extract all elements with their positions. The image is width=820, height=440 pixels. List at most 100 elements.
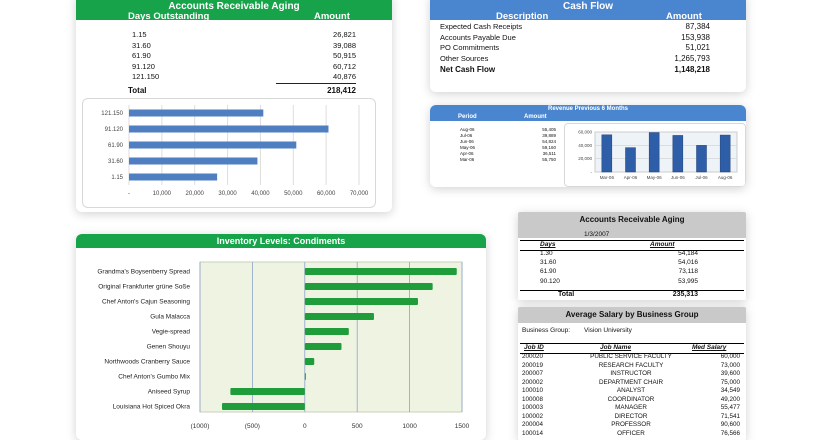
inventory-bar (304, 358, 315, 365)
ar-aging2-card: Accounts Receivable Aging 1/3/2007 Days … (518, 212, 746, 300)
col-job-name: Job Name (600, 344, 632, 351)
inventory-card: Inventory Levels: Condiments (1000) (500)… (76, 234, 486, 440)
inventory-bar (304, 328, 349, 335)
revenue-bar (625, 147, 636, 173)
salary-job-id-cell: 200002 (522, 378, 544, 386)
salary-job-name-cell: PUBLIC SERVICE FACULTY (590, 353, 672, 360)
col-amount-2: Amount (650, 241, 675, 248)
salary-header: Average Salary by Business Group (518, 307, 746, 323)
salary-job-id-cell: 200004 (522, 421, 544, 428)
ar-bar (129, 157, 258, 165)
inventory-title: Inventory Levels: Condiments (216, 236, 346, 246)
revenue-chart-panel: - 20,000 40,000 60,000 Mar-06 Apr-06 May-06 Jun… (564, 123, 746, 187)
revenue-tick-label: 60,000 (578, 130, 592, 135)
revenue-amount-cell: 36,511 (542, 151, 556, 156)
revenue-chart: - 20,000 40,000 60,000 Mar-06 Apr-06 May-06 Jun… (578, 130, 738, 180)
salary-job-id-cell: 200019 (522, 361, 544, 369)
salary-job-id-cell: 200020 (522, 353, 544, 360)
ar2-amount-cell: 54,184 (678, 250, 698, 257)
salary-job-name-cell: MANAGER (615, 404, 647, 411)
ar-amount-cell: 26,821 (333, 30, 356, 39)
salary-med-cell: 76,566 (720, 429, 740, 437)
ar-aging2-date: 1/3/2007 (584, 231, 610, 238)
ar-aging-header: Accounts Receivable Aging Days Outstandi… (76, 0, 392, 22)
ar2-amount-cell: 53,995 (678, 277, 698, 285)
revenue-period-cell: Apr-06 (460, 151, 474, 156)
salary-job-name-cell: INSTRUCTOR (610, 370, 652, 377)
salary-job-name-cell: ANALYST (616, 387, 646, 394)
ar-aging2-total-value: 235,313 (672, 291, 698, 298)
ar-total-rule (276, 83, 356, 84)
ar-days-cell: 31.60 (132, 40, 151, 50)
inventory-bar (222, 403, 305, 410)
revenue-period-cell: Jul-06 (460, 133, 473, 138)
salary-card: Average Salary by Business Group Busines… (518, 307, 746, 440)
col-period: Period (458, 114, 477, 120)
col-amount-cf: Amount (666, 11, 702, 22)
ar2-amount-cell: 54,016 (678, 259, 698, 267)
salary-job-name-cell: DEPARTMENT CHAIR (598, 378, 664, 386)
revenue-tick-label: 40,000 (578, 143, 592, 148)
salary-job-id-cell: 100002 (522, 412, 544, 420)
inventory-category-label: Louisiana Hot Spiced Okra (113, 404, 191, 411)
ar-tick-label: - (128, 191, 130, 197)
revenue-amount-cell: 55,750 (542, 157, 556, 162)
salary-med-cell: 34,549 (720, 387, 740, 394)
revenue-tick-label: - (591, 170, 593, 175)
inventory-chart: (1000) (500) 0 500 1000 1500 Grandma's Boysenb… (97, 261, 470, 430)
inventory-category-label: Gula Malacca (150, 314, 190, 321)
ar2-days-cell: 61.90 (540, 268, 557, 276)
cash-flow-card: Cash Flow Description Amount Expected Ca… (430, 0, 746, 92)
revenue-period-cell: Aug-06 (460, 127, 475, 132)
cash-flow-label: Expected Cash Receipts (440, 22, 523, 31)
ar2-days-cell: 90.120 (540, 277, 560, 285)
inventory-header: Inventory Levels: Condiments (76, 234, 486, 248)
revenue-amount-cell: 59,160 (542, 145, 556, 150)
ar2-days-cell: 1.30 (540, 250, 553, 257)
ar-amount-cell: 40,876 (333, 72, 356, 81)
revenue-period-cell: Jun-06 (460, 139, 474, 144)
salary-med-cell: 73,000 (720, 361, 740, 369)
inventory-bar (304, 298, 418, 305)
ar-tick-label: 10,000 (153, 191, 172, 197)
ar-aging2-header: Accounts Receivable Aging (518, 212, 746, 238)
revenue-plot-area (594, 131, 738, 173)
revenue-bar (648, 132, 660, 173)
net-cash-flow-label: Net Cash Flow (440, 65, 496, 74)
cash-flow-value: 153,938 (681, 32, 710, 42)
revenue-card: Revenue Previous 6 Months Period Amount … (430, 105, 746, 187)
ar-days-cell: 61.90 (132, 51, 151, 60)
col-days-2: Days (540, 241, 556, 248)
cash-flow-title: Cash Flow (562, 1, 613, 12)
inventory-tick-label: (500) (245, 423, 260, 430)
salary-colhdr: Job ID Job Name Med Salary (520, 343, 744, 354)
salary-med-cell: 90,600 (720, 421, 740, 428)
inventory-tick-label: (1000) (191, 423, 210, 430)
ar-aging2-title: Accounts Receivable Aging (579, 215, 685, 224)
salary-med-cell: 55,477 (720, 404, 740, 411)
ar-tick-label: 30,000 (218, 191, 237, 197)
inventory-bar (304, 343, 342, 350)
ar-total-label: Total (128, 86, 147, 95)
salary-med-cell: 49,200 (720, 395, 740, 403)
ar-aging2-colhdr: Days Amount (520, 240, 744, 251)
ar-aging2-total-label: Total (558, 291, 575, 298)
inventory-category-label: Original Frankfurter grüne Soße (98, 284, 190, 291)
ar-tick-label: 40,000 (251, 191, 270, 197)
inventory-category-label: Genen Shouyu (147, 344, 191, 351)
col-job-id: Job ID (524, 344, 544, 351)
ar-category-label: 121.150 (101, 111, 123, 117)
inventory-tick-label: 500 (352, 423, 363, 430)
ar-amount-cell: 50,915 (333, 51, 356, 60)
ar2-days-cell: 31.60 (540, 259, 557, 267)
inventory-category-label: Chef Anton's Cajun Seasoning (102, 299, 190, 306)
cash-flow-label: PO Commitments (440, 43, 500, 52)
revenue-bar (719, 134, 731, 173)
col-description: Description (496, 11, 549, 22)
revenue-category-label: May-06 (647, 175, 663, 180)
revenue-category-label: Jun-06 (671, 175, 685, 180)
ar-tick-label: 20,000 (186, 191, 205, 197)
inventory-bar (304, 268, 457, 275)
business-group-value: Vision University (584, 327, 632, 334)
ar-aging-title: Accounts Receivable Aging (168, 1, 300, 12)
